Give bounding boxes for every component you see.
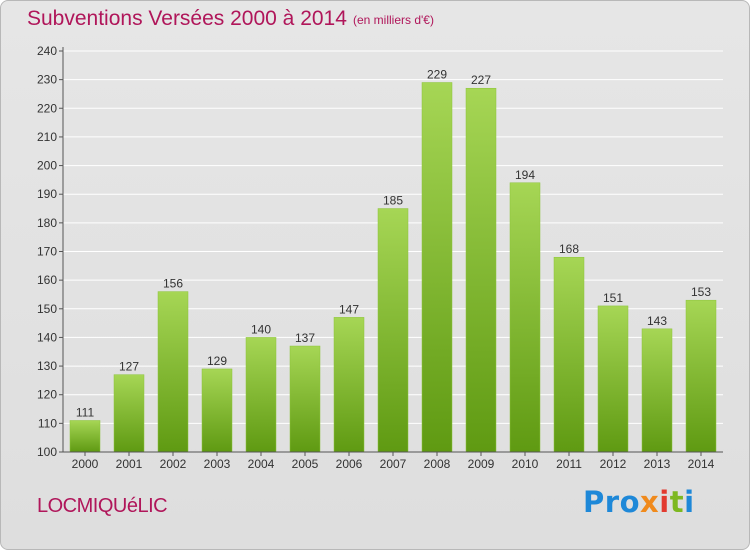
bar-2010 [509, 182, 541, 453]
x-tick-label: 2002 [160, 457, 187, 471]
x-tick-label: 2014 [688, 457, 715, 471]
y-tick-label: 140 [37, 330, 57, 344]
x-tick-label: 2004 [248, 457, 275, 471]
x-tick-label: 2000 [72, 457, 99, 471]
y-tick-label: 220 [37, 101, 57, 115]
bar-2002 [157, 291, 189, 453]
bar-2011 [553, 256, 585, 453]
y-tick-label: 130 [37, 359, 57, 373]
bars [69, 82, 717, 453]
y-tick-label: 210 [37, 130, 57, 144]
data-label-2012: 151 [603, 291, 623, 305]
y-tick-label: 110 [38, 416, 57, 430]
data-labels: 111 127 156 129 140 137 147 185 229 227 194 168 151 1… [76, 68, 711, 420]
y-tick-label: 240 [37, 44, 57, 58]
y-axis-ticks: 100 110 120 130 140 150 160 170 180 190 200 210 220 2… [37, 44, 63, 459]
data-label-2001: 127 [119, 360, 139, 374]
x-tick-label: 2008 [424, 457, 451, 471]
commune-name: LOCMIQUéLIC [37, 495, 168, 517]
bar-2007 [377, 208, 409, 453]
data-label-2002: 156 [163, 277, 183, 291]
bar-2003 [201, 368, 233, 453]
bar-2014 [685, 299, 717, 453]
x-axis-ticks: 2000 2001 2002 2003 2004 2005 2006 2007 2008 2009… [72, 452, 715, 471]
data-label-2003: 129 [207, 354, 227, 368]
bar-2008 [421, 82, 453, 453]
data-label-2014: 153 [691, 285, 711, 299]
bar-2004 [245, 337, 277, 453]
x-tick-label: 2010 [512, 457, 539, 471]
data-label-2011: 168 [559, 242, 579, 256]
bar-2000 [69, 420, 101, 453]
x-tick-label: 2003 [204, 457, 231, 471]
proxiti-logo: Proxiti [583, 485, 695, 519]
data-label-2013: 143 [647, 314, 667, 328]
data-label-2004: 140 [251, 322, 271, 336]
data-label-2008: 229 [427, 68, 447, 82]
x-tick-label: 2009 [468, 457, 495, 471]
bar-2013 [641, 328, 673, 453]
bar-2012 [597, 305, 629, 453]
data-label-2000: 111 [76, 405, 95, 419]
bar-2009 [465, 87, 497, 453]
chart-unit-note: (en milliers d'€) [353, 13, 434, 27]
y-tick-label: 180 [37, 216, 57, 230]
y-tick-label: 190 [37, 187, 57, 201]
data-label-2005: 137 [295, 331, 315, 345]
chart-title: Subventions Versées 2000 à 2014 [27, 7, 347, 30]
y-tick-label: 120 [37, 388, 57, 402]
axes [62, 47, 723, 453]
x-tick-label: 2011 [556, 457, 582, 471]
data-label-2007: 185 [383, 194, 403, 208]
data-label-2009: 227 [471, 73, 491, 87]
y-tick-label: 150 [37, 302, 57, 316]
x-tick-label: 2006 [336, 457, 363, 471]
bar-2005 [289, 345, 321, 453]
y-tick-label: 200 [37, 159, 57, 173]
x-tick-label: 2007 [380, 457, 407, 471]
bar-2006 [333, 317, 365, 453]
y-tick-label: 170 [37, 245, 57, 259]
x-tick-label: 2005 [292, 457, 319, 471]
y-tick-label: 100 [37, 445, 57, 459]
x-tick-label: 2012 [600, 457, 627, 471]
data-label-2010: 194 [515, 168, 535, 182]
y-tick-label: 160 [37, 273, 57, 287]
x-tick-label: 2001 [116, 457, 143, 471]
bar-2001 [113, 374, 145, 453]
x-tick-label: 2013 [644, 457, 671, 471]
y-tick-label: 230 [37, 73, 57, 87]
data-label-2006: 147 [339, 302, 359, 316]
